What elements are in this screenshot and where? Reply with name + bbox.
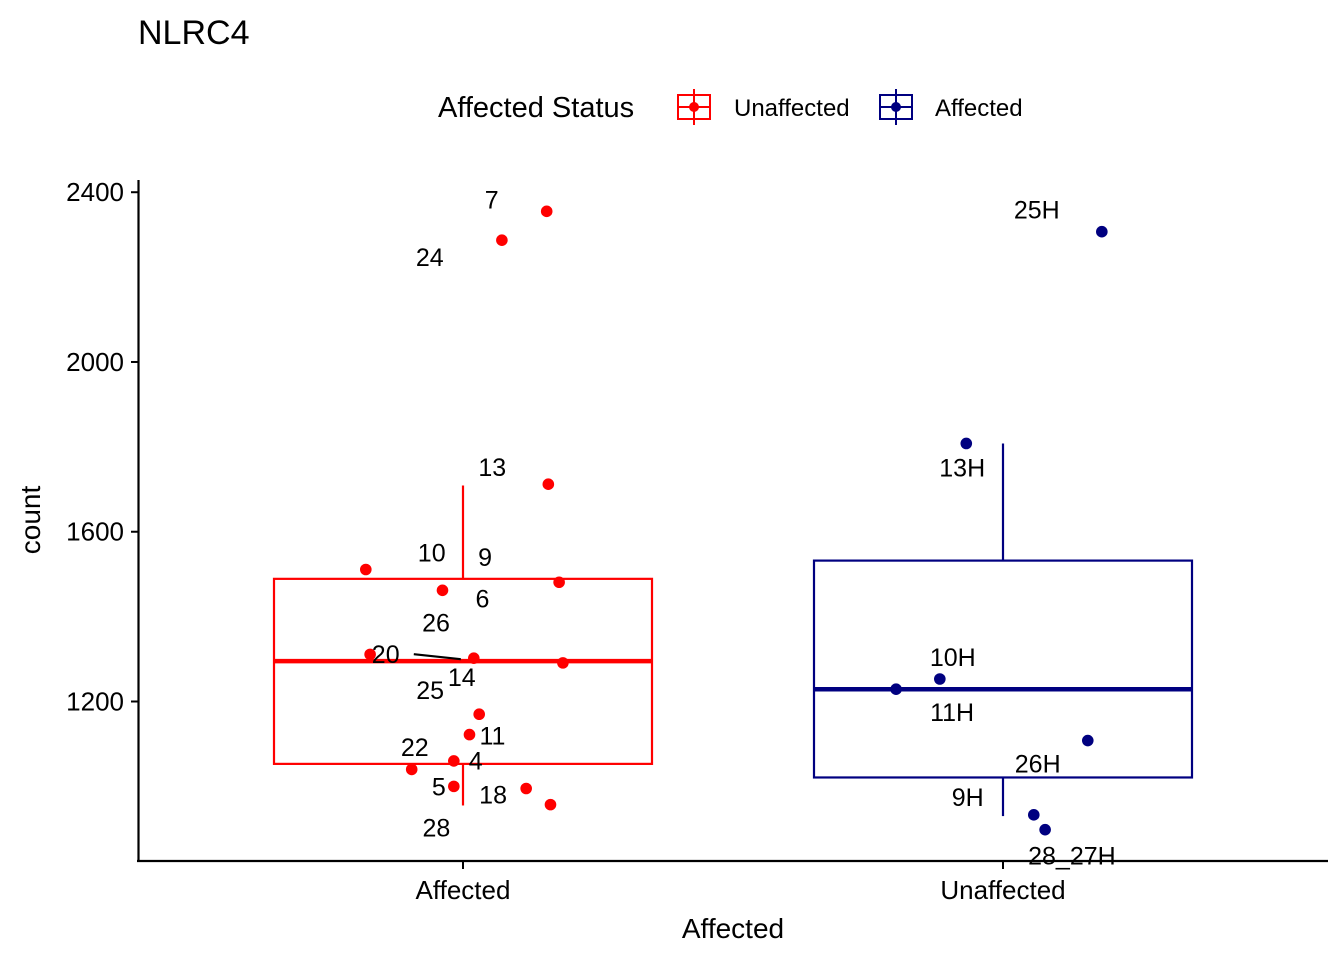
legend-key-point	[891, 102, 901, 112]
point-label-9: 9	[478, 544, 492, 572]
data-point-6	[436, 584, 449, 597]
point-label-6: 6	[475, 585, 489, 613]
x-axis: Affected Unaffected	[137, 859, 1328, 905]
point-label-25H: 25H	[1014, 197, 1060, 225]
y-axis-label: count	[15, 486, 46, 555]
data-point-25H	[1096, 225, 1108, 238]
data-point-20	[468, 652, 480, 665]
label-leader-line	[413, 653, 461, 661]
chart-title: NLRC4	[138, 14, 249, 52]
x-axis-label: Affected	[682, 913, 784, 944]
point-label-7: 7	[485, 186, 499, 214]
data-point-13H	[960, 437, 973, 450]
data-point-13	[542, 478, 555, 491]
point-label-28_27H: 28_27H	[1028, 843, 1116, 871]
y-tick-label: 2400	[66, 177, 124, 207]
interquartile-box	[272, 577, 654, 765]
point-label-13: 13	[478, 454, 506, 482]
data-point-10	[360, 563, 372, 576]
point-label-10H: 10H	[930, 644, 976, 672]
point-label-25: 25	[416, 677, 444, 705]
y-tick-label: 2000	[66, 347, 124, 377]
data-point-18	[520, 782, 532, 795]
y-tick-label: 1600	[66, 517, 124, 547]
data-point-26H	[1081, 734, 1094, 747]
data-point-22	[448, 755, 460, 767]
x-tick-label: Unaffected	[940, 875, 1065, 905]
x-tick-label: Affected	[416, 875, 511, 905]
data-point-9H	[1027, 809, 1040, 821]
data-point-25	[473, 708, 486, 721]
point-label-9H: 9H	[952, 784, 984, 812]
point-label-4: 4	[469, 747, 483, 775]
legend-title: Affected Status	[438, 92, 634, 124]
legend-label: Unaffected	[734, 95, 850, 122]
data-point-28	[544, 798, 557, 811]
point-label-20: 20	[372, 641, 400, 669]
data-point-4	[405, 763, 418, 776]
data-point-7	[540, 205, 553, 218]
legend-key-point	[689, 102, 699, 112]
box-affected	[272, 485, 654, 806]
interquartile-box	[812, 559, 1194, 779]
legend-label: Affected	[935, 95, 1023, 122]
data-point-10H	[934, 673, 946, 685]
point-label-24: 24	[416, 244, 444, 272]
point-label-26H: 26H	[1015, 751, 1061, 779]
y-tick-label: 1200	[66, 687, 124, 717]
point-label-13H: 13H	[939, 454, 985, 482]
point-label-5: 5	[432, 773, 446, 801]
data-point-14	[557, 657, 569, 669]
data-point-9	[553, 576, 565, 589]
data-point-11	[463, 728, 476, 741]
legend: Affected Status Unaffected Affected	[438, 89, 1023, 125]
point-label-11H: 11H	[930, 699, 974, 727]
legend-key-affected: Affected	[879, 89, 1023, 125]
data-point-5	[448, 780, 460, 793]
legend-key-unaffected: Unaffected	[677, 89, 850, 125]
point-label-10: 10	[418, 540, 446, 568]
y-axis: 1200 1600 2000 2400	[66, 177, 140, 862]
point-label-14: 14	[448, 664, 476, 692]
point-label-11: 11	[479, 723, 505, 751]
point-label-28: 28	[422, 815, 450, 843]
data-point-24	[496, 234, 508, 246]
box-unaffected	[812, 443, 1194, 817]
data-point-28_27H	[1039, 823, 1051, 836]
data-point-26	[364, 648, 376, 661]
data-point-11H	[890, 683, 902, 695]
point-label-22: 22	[401, 734, 429, 762]
point-label-26: 26	[422, 609, 450, 637]
point-label-18: 18	[479, 782, 507, 810]
